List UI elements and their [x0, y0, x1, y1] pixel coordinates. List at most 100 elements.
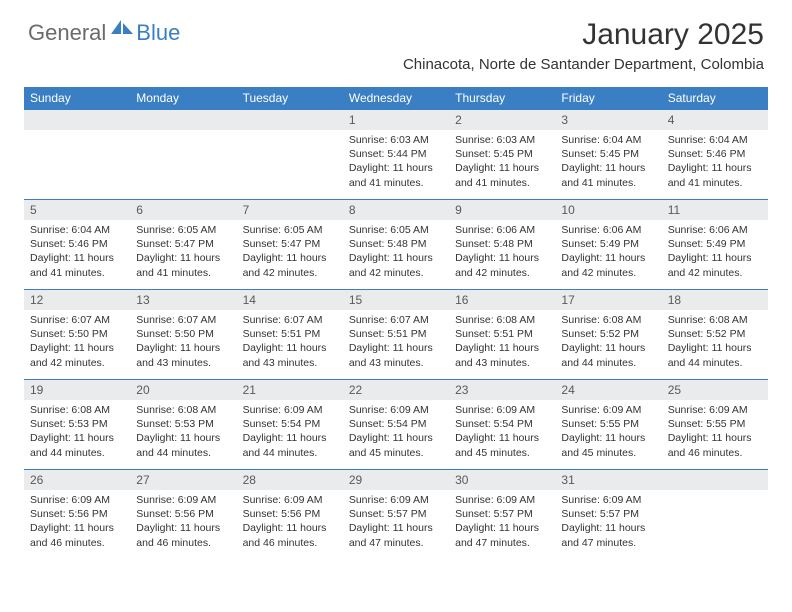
sunset-line: Sunset: 5:47 PM [243, 237, 337, 251]
day-details: Sunrise: 6:03 AMSunset: 5:44 PMDaylight:… [343, 130, 449, 196]
day-number: 16 [449, 290, 555, 310]
calendar-day-cell: 1Sunrise: 6:03 AMSunset: 5:44 PMDaylight… [343, 110, 449, 200]
day-details: Sunrise: 6:06 AMSunset: 5:48 PMDaylight:… [449, 220, 555, 286]
calendar-day-cell: 4Sunrise: 6:04 AMSunset: 5:46 PMDaylight… [662, 110, 768, 200]
day-details: Sunrise: 6:07 AMSunset: 5:50 PMDaylight:… [130, 310, 236, 376]
calendar-week-row: 26Sunrise: 6:09 AMSunset: 5:56 PMDayligh… [24, 470, 768, 560]
day-details: Sunrise: 6:08 AMSunset: 5:52 PMDaylight:… [555, 310, 661, 376]
day-details: Sunrise: 6:03 AMSunset: 5:45 PMDaylight:… [449, 130, 555, 196]
calendar-day-cell: 20Sunrise: 6:08 AMSunset: 5:53 PMDayligh… [130, 380, 236, 470]
daylight-line: Daylight: 11 hours and 42 minutes. [668, 251, 762, 279]
sunset-line: Sunset: 5:49 PM [668, 237, 762, 251]
day-number: 18 [662, 290, 768, 310]
day-number [24, 110, 130, 130]
sunset-line: Sunset: 5:46 PM [668, 147, 762, 161]
day-number: 31 [555, 470, 661, 490]
calendar-day-cell: 8Sunrise: 6:05 AMSunset: 5:48 PMDaylight… [343, 200, 449, 290]
day-details: Sunrise: 6:09 AMSunset: 5:54 PMDaylight:… [343, 400, 449, 466]
day-details: Sunrise: 6:05 AMSunset: 5:47 PMDaylight:… [237, 220, 343, 286]
calendar-day-cell: 19Sunrise: 6:08 AMSunset: 5:53 PMDayligh… [24, 380, 130, 470]
day-details [237, 130, 343, 184]
day-number: 19 [24, 380, 130, 400]
day-header: Monday [130, 87, 236, 110]
calendar-day-cell: 31Sunrise: 6:09 AMSunset: 5:57 PMDayligh… [555, 470, 661, 560]
daylight-line: Daylight: 11 hours and 42 minutes. [455, 251, 549, 279]
calendar-week-row: 12Sunrise: 6:07 AMSunset: 5:50 PMDayligh… [24, 290, 768, 380]
daylight-line: Daylight: 11 hours and 41 minutes. [561, 161, 655, 189]
brand-general: General [28, 20, 106, 46]
sunrise-line: Sunrise: 6:08 AM [30, 403, 124, 417]
day-number: 5 [24, 200, 130, 220]
calendar-day-cell: 27Sunrise: 6:09 AMSunset: 5:56 PMDayligh… [130, 470, 236, 560]
day-number: 29 [343, 470, 449, 490]
sunset-line: Sunset: 5:45 PM [561, 147, 655, 161]
brand-logo: General Blue [28, 18, 180, 47]
day-details: Sunrise: 6:08 AMSunset: 5:53 PMDaylight:… [130, 400, 236, 466]
daylight-line: Daylight: 11 hours and 43 minutes. [136, 341, 230, 369]
day-number: 22 [343, 380, 449, 400]
sunrise-line: Sunrise: 6:09 AM [349, 403, 443, 417]
logo-sail-icon [111, 18, 133, 41]
sunset-line: Sunset: 5:50 PM [136, 327, 230, 341]
calendar-day-cell: 14Sunrise: 6:07 AMSunset: 5:51 PMDayligh… [237, 290, 343, 380]
sunrise-line: Sunrise: 6:04 AM [561, 133, 655, 147]
calendar-day-cell: 16Sunrise: 6:08 AMSunset: 5:51 PMDayligh… [449, 290, 555, 380]
day-number: 20 [130, 380, 236, 400]
calendar-day-cell: 10Sunrise: 6:06 AMSunset: 5:49 PMDayligh… [555, 200, 661, 290]
day-details: Sunrise: 6:06 AMSunset: 5:49 PMDaylight:… [662, 220, 768, 286]
page-header: General Blue January 2025 Chinacota, Nor… [0, 0, 792, 79]
day-number: 14 [237, 290, 343, 310]
calendar-week-row: 19Sunrise: 6:08 AMSunset: 5:53 PMDayligh… [24, 380, 768, 470]
sunrise-line: Sunrise: 6:09 AM [243, 403, 337, 417]
day-details: Sunrise: 6:08 AMSunset: 5:53 PMDaylight:… [24, 400, 130, 466]
sunset-line: Sunset: 5:52 PM [668, 327, 762, 341]
daylight-line: Daylight: 11 hours and 41 minutes. [30, 251, 124, 279]
day-details: Sunrise: 6:04 AMSunset: 5:46 PMDaylight:… [662, 130, 768, 196]
sunset-line: Sunset: 5:52 PM [561, 327, 655, 341]
sunset-line: Sunset: 5:57 PM [349, 507, 443, 521]
sunset-line: Sunset: 5:47 PM [136, 237, 230, 251]
day-details: Sunrise: 6:09 AMSunset: 5:54 PMDaylight:… [449, 400, 555, 466]
calendar-day-cell: 17Sunrise: 6:08 AMSunset: 5:52 PMDayligh… [555, 290, 661, 380]
sunset-line: Sunset: 5:51 PM [455, 327, 549, 341]
calendar-day-cell: 29Sunrise: 6:09 AMSunset: 5:57 PMDayligh… [343, 470, 449, 560]
calendar-day-cell: 9Sunrise: 6:06 AMSunset: 5:48 PMDaylight… [449, 200, 555, 290]
sunrise-line: Sunrise: 6:03 AM [455, 133, 549, 147]
daylight-line: Daylight: 11 hours and 45 minutes. [455, 431, 549, 459]
day-details [662, 490, 768, 544]
day-details: Sunrise: 6:08 AMSunset: 5:51 PMDaylight:… [449, 310, 555, 376]
day-number: 12 [24, 290, 130, 310]
daylight-line: Daylight: 11 hours and 47 minutes. [561, 521, 655, 549]
title-block: January 2025 Chinacota, Norte de Santand… [403, 18, 764, 73]
daylight-line: Daylight: 11 hours and 46 minutes. [243, 521, 337, 549]
sunset-line: Sunset: 5:53 PM [136, 417, 230, 431]
daylight-line: Daylight: 11 hours and 43 minutes. [349, 341, 443, 369]
sunrise-line: Sunrise: 6:07 AM [243, 313, 337, 327]
day-details: Sunrise: 6:07 AMSunset: 5:50 PMDaylight:… [24, 310, 130, 376]
calendar-day-cell [24, 110, 130, 200]
day-header: Friday [555, 87, 661, 110]
sunset-line: Sunset: 5:57 PM [561, 507, 655, 521]
sunset-line: Sunset: 5:48 PM [349, 237, 443, 251]
sunrise-line: Sunrise: 6:06 AM [455, 223, 549, 237]
sunrise-line: Sunrise: 6:09 AM [243, 493, 337, 507]
location-subtitle: Chinacota, Norte de Santander Department… [403, 56, 764, 73]
calendar-day-cell: 6Sunrise: 6:05 AMSunset: 5:47 PMDaylight… [130, 200, 236, 290]
day-number: 7 [237, 200, 343, 220]
sunrise-line: Sunrise: 6:08 AM [455, 313, 549, 327]
sunset-line: Sunset: 5:46 PM [30, 237, 124, 251]
daylight-line: Daylight: 11 hours and 42 minutes. [30, 341, 124, 369]
daylight-line: Daylight: 11 hours and 44 minutes. [243, 431, 337, 459]
calendar-day-cell: 2Sunrise: 6:03 AMSunset: 5:45 PMDaylight… [449, 110, 555, 200]
day-number: 6 [130, 200, 236, 220]
day-number: 11 [662, 200, 768, 220]
sunset-line: Sunset: 5:45 PM [455, 147, 549, 161]
day-details: Sunrise: 6:08 AMSunset: 5:52 PMDaylight:… [662, 310, 768, 376]
day-number: 10 [555, 200, 661, 220]
sunset-line: Sunset: 5:49 PM [561, 237, 655, 251]
daylight-line: Daylight: 11 hours and 41 minutes. [136, 251, 230, 279]
sunrise-line: Sunrise: 6:08 AM [136, 403, 230, 417]
day-header: Thursday [449, 87, 555, 110]
calendar-day-cell: 28Sunrise: 6:09 AMSunset: 5:56 PMDayligh… [237, 470, 343, 560]
sunrise-line: Sunrise: 6:06 AM [561, 223, 655, 237]
